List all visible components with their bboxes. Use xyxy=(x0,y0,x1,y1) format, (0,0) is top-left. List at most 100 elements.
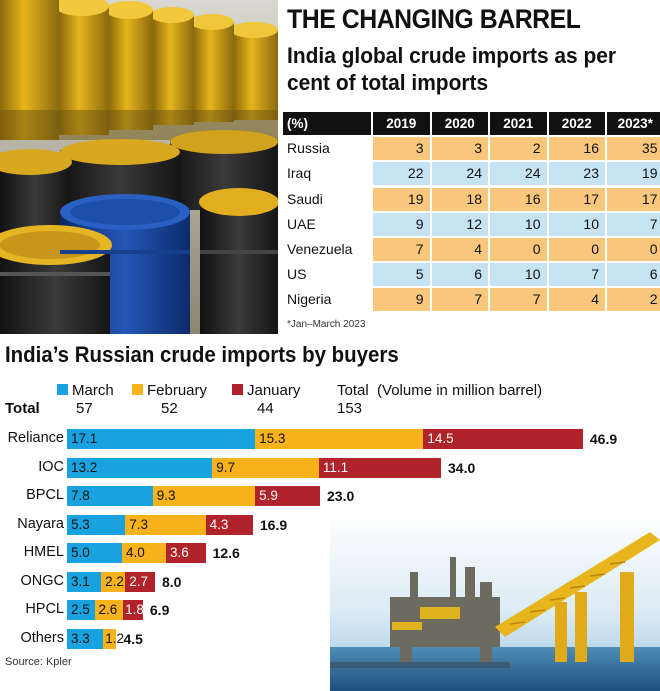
bar-january: 14.5 xyxy=(423,429,583,449)
bar-category-label: IOC xyxy=(38,458,64,475)
bar-category-label: ONGC xyxy=(20,572,65,589)
oil-barrels-photo xyxy=(0,0,278,334)
table-cell: 7 xyxy=(548,263,605,287)
bar-february: 1.2 xyxy=(103,628,124,649)
legend-january-swatch xyxy=(232,384,243,395)
table-country-label: Saudi xyxy=(287,190,323,207)
legend-total: Total (Volume in million barrel) xyxy=(337,382,542,399)
table-country-label: Venezuela xyxy=(287,241,353,257)
bar-march: 13.2 xyxy=(67,457,213,478)
table-cell: 9 xyxy=(373,288,430,312)
bar-march: 3.3 xyxy=(67,628,104,649)
table-cell: 7 xyxy=(373,238,430,261)
legend-january-label: January xyxy=(247,382,301,399)
table-cell: 18 xyxy=(431,187,488,211)
table-cell: 2 xyxy=(490,137,547,161)
table-cell: 0 xyxy=(548,238,605,261)
bar-january: 3.6 xyxy=(166,543,206,563)
table-cell: 35 xyxy=(607,137,660,161)
bar-january: 11.1 xyxy=(318,457,441,478)
bar-total-label: 23.0 xyxy=(327,488,355,504)
bar-march: 5.0 xyxy=(67,543,122,563)
total-all: 153 xyxy=(337,400,363,417)
bar-february: 2.6 xyxy=(94,600,124,620)
bar-january: 1.8 xyxy=(123,600,144,620)
table-cell: 6 xyxy=(607,263,660,287)
table-cell: 24 xyxy=(490,162,547,186)
table-unit-header: (%) xyxy=(283,112,371,135)
bar-march: 2.5 xyxy=(67,600,95,620)
bar-january: 5.9 xyxy=(255,486,320,506)
table-cell: 3 xyxy=(431,137,488,161)
bar-total-label: 34.0 xyxy=(448,459,476,476)
table-cell: 4 xyxy=(548,288,605,312)
bar-march: 17.1 xyxy=(67,429,256,449)
table-year-header: 2020 xyxy=(431,112,488,135)
bar-february: 7.3 xyxy=(125,514,206,535)
bar-february: 4.0 xyxy=(122,543,166,563)
legend-february: February xyxy=(132,382,207,399)
table-country-label: Nigeria xyxy=(287,291,332,308)
bar-category-label: BPCL xyxy=(26,487,64,503)
bar-total-label: 46.9 xyxy=(589,431,618,447)
legend-february-swatch xyxy=(132,384,143,395)
bar-category-label: Nayara xyxy=(17,515,64,532)
table-year-header: 2021 xyxy=(490,112,547,135)
total-march: 57 xyxy=(76,400,93,417)
bar-february: 15.3 xyxy=(255,429,424,449)
table-cell: 7 xyxy=(431,288,488,312)
source-note: Source: Kpler xyxy=(5,656,72,668)
table-cell: 6 xyxy=(431,263,488,287)
bar-total-label: 6.9 xyxy=(149,602,170,618)
table-cell: 12 xyxy=(431,212,488,236)
table-cell: 16 xyxy=(548,137,605,161)
bar-category-label: Others xyxy=(20,629,64,646)
main-title: THE CHANGING BARREL xyxy=(287,4,581,34)
bar-march: 3.1 xyxy=(67,571,102,592)
table-cell: 7 xyxy=(490,288,547,312)
table-cell: 0 xyxy=(607,238,660,261)
table-cell: 17 xyxy=(548,187,605,211)
table-cell: 7 xyxy=(607,212,660,236)
table-cell: 10 xyxy=(548,212,605,236)
table-cell: 10 xyxy=(490,212,547,236)
table-cell: 9 xyxy=(373,212,430,236)
totals-row-label: Total xyxy=(5,400,40,417)
total-january: 44 xyxy=(257,400,274,417)
table-country-label: UAE xyxy=(287,215,316,232)
legend-february-label: February xyxy=(147,382,208,399)
bar-february: 9.3 xyxy=(152,486,256,506)
table-country-label: US xyxy=(287,266,307,283)
table-cell: 0 xyxy=(490,238,547,261)
bar-total-label: 4.5 xyxy=(123,630,143,647)
table-cell: 3 xyxy=(373,137,430,161)
table-cell: 16 xyxy=(490,187,547,211)
table-cell: 10 xyxy=(490,263,547,287)
legend-january: January xyxy=(232,382,300,399)
table-cell: 4 xyxy=(431,238,488,261)
bar-category-label: HPCL xyxy=(25,601,64,617)
table-cell: 5 xyxy=(373,263,430,287)
legend-unit-note: (Volume in million barrel) xyxy=(377,382,543,399)
bar-march: 5.3 xyxy=(67,514,126,535)
table-cell: 19 xyxy=(373,187,430,211)
offshore-rig-photo xyxy=(330,512,660,691)
table-footnote: *Jan–March 2023 xyxy=(287,319,366,330)
table-country-label: Iraq xyxy=(287,165,312,182)
bar-category-label: HMEL xyxy=(23,544,64,560)
bar-january: 4.3 xyxy=(205,514,253,535)
bar-category-label: Reliance xyxy=(7,430,64,446)
table-cell: 23 xyxy=(548,162,605,186)
bar-january: 2.7 xyxy=(125,571,155,592)
bar-february: 2.2 xyxy=(101,571,126,592)
table-cell: 24 xyxy=(431,162,488,186)
legend-march-swatch xyxy=(57,384,68,395)
table-cell: 2 xyxy=(607,288,660,312)
table-country-label: Russia xyxy=(287,140,330,157)
bar-total-label: 12.6 xyxy=(212,545,240,561)
subtitle: India global crude imports as per cent o… xyxy=(287,43,617,95)
bar-total-label: 8.0 xyxy=(162,573,182,590)
table-cell: 17 xyxy=(607,187,660,211)
legend-total-label: Total xyxy=(337,382,369,399)
table-year-header: 2023* xyxy=(607,112,660,135)
